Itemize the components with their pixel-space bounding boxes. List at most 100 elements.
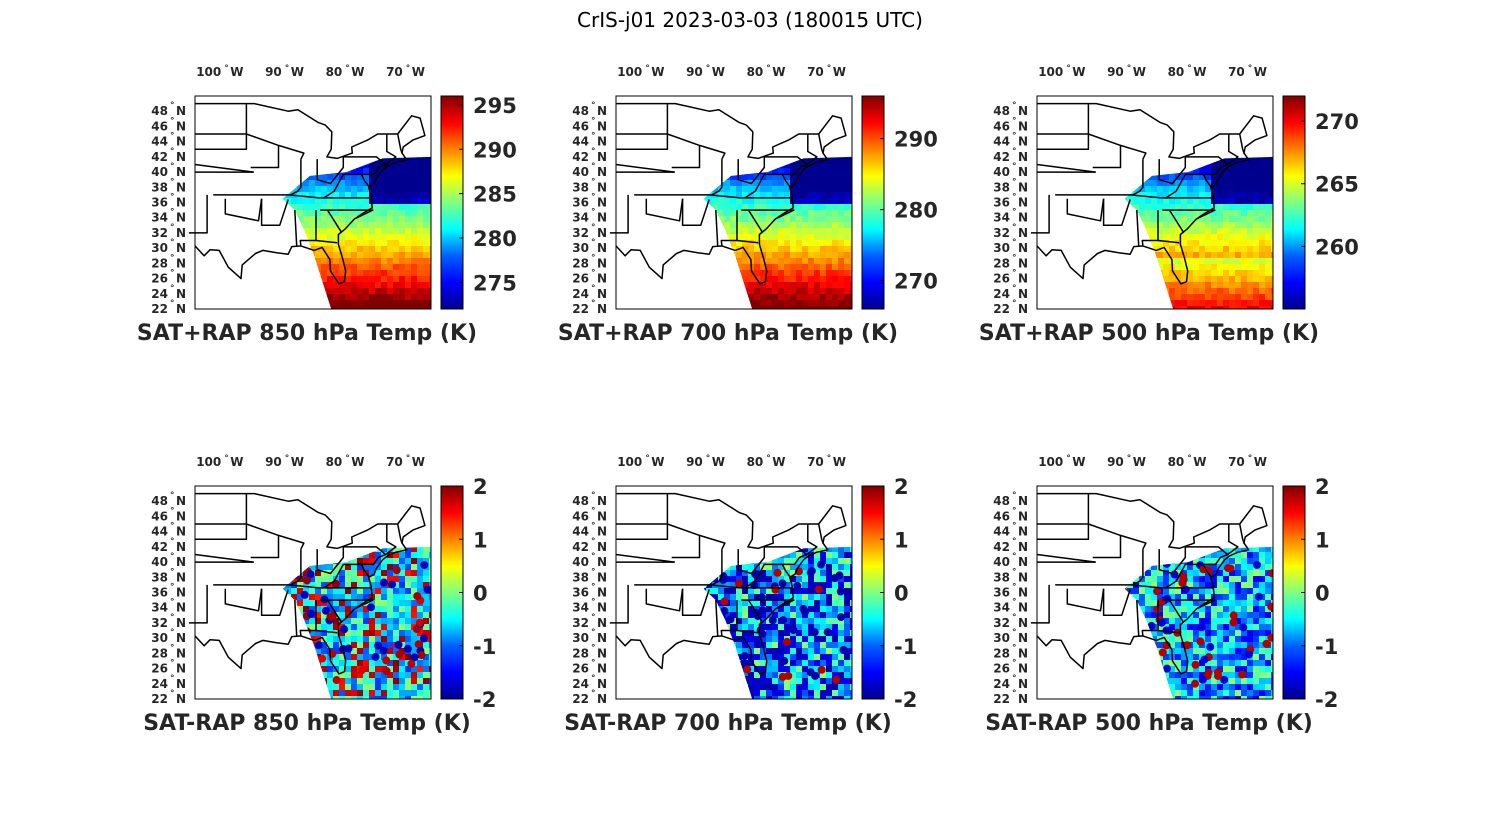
- field-cell: [760, 264, 767, 271]
- field-cell: [1211, 174, 1218, 181]
- field-cell: [1223, 234, 1230, 241]
- field-cell: [808, 168, 815, 175]
- degree-mark: °: [1012, 223, 1017, 233]
- field-cell: [724, 222, 731, 229]
- field-cell: [838, 300, 845, 307]
- figure-title: CrIS-j01 2023-03-03 (180015 UTC): [577, 8, 923, 32]
- field-cell: [838, 252, 845, 259]
- field-cell: [309, 216, 316, 223]
- field-cell: [411, 306, 418, 309]
- field-cell: [417, 240, 424, 247]
- field-cell: [363, 174, 370, 181]
- lat-tick-label: 44: [151, 135, 168, 149]
- panel-3: 100 ° W 90 ° W 80 ° W 70 ° W48 ° N46 ° N44 ° N42 ° N40 ° N38 °…: [979, 64, 1359, 346]
- field-cell: [411, 282, 418, 289]
- field-cell: [429, 246, 431, 253]
- field-cell: [405, 288, 412, 295]
- field-cell: [1217, 168, 1224, 175]
- field-cell: [303, 222, 310, 229]
- field-cell: [417, 270, 424, 277]
- lon-unit: W: [833, 65, 846, 79]
- field-cell: [339, 288, 346, 295]
- degree-mark: °: [591, 253, 596, 263]
- field-cell: [1211, 294, 1218, 301]
- field-cell: [1205, 300, 1212, 307]
- field-cell: [790, 228, 797, 235]
- field-cell: [429, 222, 431, 229]
- field-cell: [1217, 300, 1224, 307]
- field-cell: [1169, 282, 1176, 289]
- field-cell: [802, 288, 809, 295]
- field-cell: [315, 240, 322, 247]
- field-cell: [339, 270, 346, 277]
- field-cell: [363, 234, 370, 241]
- field-cell: [712, 198, 719, 205]
- field-cell: [351, 234, 358, 241]
- field-cell: [1163, 276, 1170, 283]
- field-cell: [1223, 270, 1230, 277]
- field-cell: [796, 252, 803, 259]
- field-cell: [820, 186, 827, 193]
- field-cell: [1271, 282, 1273, 289]
- field-cell: [1253, 282, 1260, 289]
- field-cell: [1151, 198, 1158, 205]
- lat-unit: N: [176, 196, 186, 210]
- field-cell: [772, 300, 779, 307]
- field-cell: [1151, 174, 1158, 181]
- field-cell: [1223, 186, 1230, 193]
- field-cell: [796, 186, 803, 193]
- field-cell: [1169, 246, 1176, 253]
- field-cell: [724, 186, 731, 193]
- field-cell: [1217, 234, 1224, 241]
- field-cell: [790, 282, 797, 289]
- field-cell: [339, 180, 346, 187]
- field-cell: [369, 252, 376, 259]
- state-border: [213, 194, 372, 199]
- field-cell: [1265, 186, 1272, 193]
- field-cell: [742, 234, 749, 241]
- field-cell: [399, 168, 406, 175]
- field-cell: [1181, 306, 1188, 309]
- field-cell: [351, 282, 358, 289]
- field-cell: [297, 198, 304, 205]
- field-cell: [850, 234, 852, 241]
- field-cell: [1217, 288, 1224, 295]
- field-cell: [303, 186, 310, 193]
- field-cell: [808, 222, 815, 229]
- field-cell: [327, 246, 334, 253]
- field-cell: [369, 276, 376, 283]
- field-cell: [381, 282, 388, 289]
- field-cell: [339, 240, 346, 247]
- field-cell: [1259, 258, 1266, 265]
- field-cell: [1175, 252, 1182, 259]
- field-cell: [321, 192, 328, 199]
- field-cell: [1169, 198, 1176, 205]
- field-cell: [736, 186, 743, 193]
- field-cell: [730, 174, 737, 181]
- field-cell: [1199, 246, 1206, 253]
- field-cell: [712, 204, 719, 211]
- lat-unit: N: [1018, 211, 1028, 225]
- field-cell: [760, 270, 767, 277]
- field-cell: [1235, 234, 1242, 241]
- field-cell: [742, 186, 749, 193]
- field-cell: [423, 234, 430, 241]
- lat-tick-label: 40: [572, 165, 589, 179]
- field-cell: [1253, 288, 1260, 295]
- field-cell: [1271, 234, 1273, 241]
- field-cell: [1139, 216, 1146, 223]
- field-cell: [399, 204, 406, 211]
- state-border: [634, 194, 793, 199]
- lon-unit: W: [351, 65, 364, 79]
- field-cell: [790, 288, 797, 295]
- field-cell: [381, 216, 388, 223]
- field-cell: [1241, 174, 1248, 181]
- lon-unit: W: [412, 65, 425, 79]
- field-cell: [1175, 306, 1182, 309]
- field-cell: [772, 222, 779, 229]
- field-cell: [1205, 246, 1212, 253]
- field-cell: [790, 168, 797, 175]
- field-cell: [844, 222, 851, 229]
- degree-mark: °: [1012, 101, 1017, 111]
- field-cell: [742, 228, 749, 235]
